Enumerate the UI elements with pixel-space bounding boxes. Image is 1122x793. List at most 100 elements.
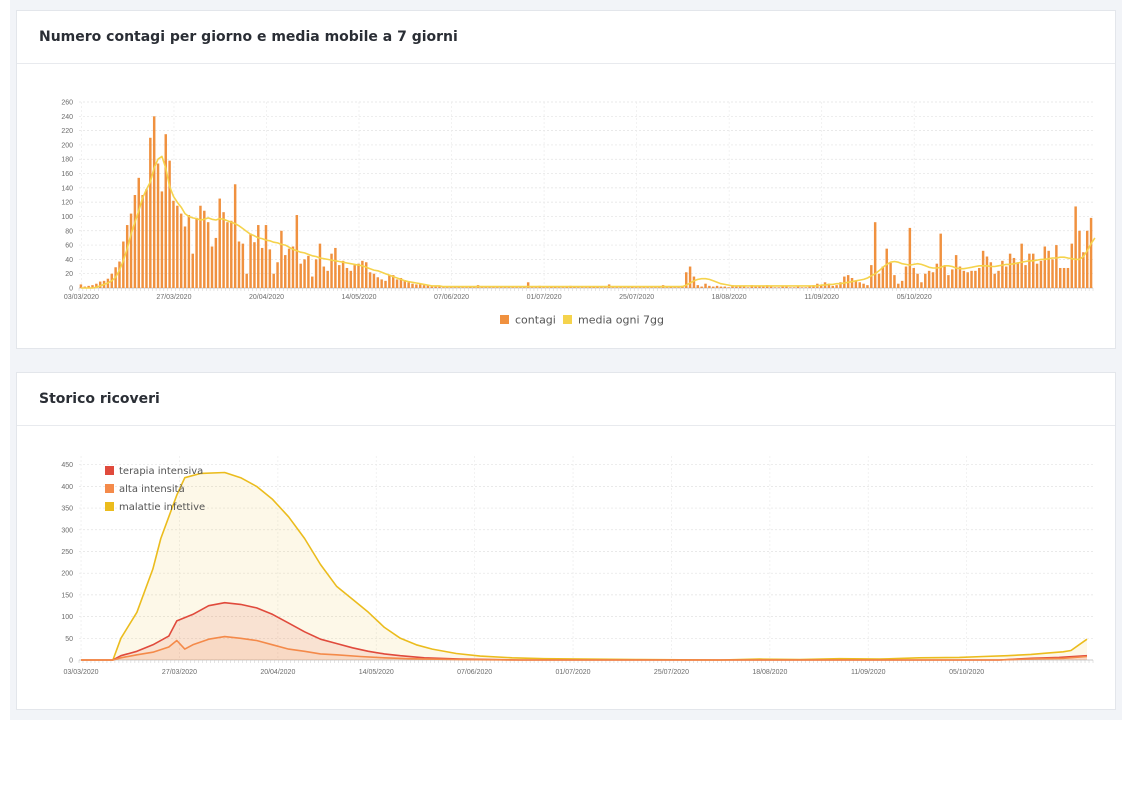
contagi-bar [692, 276, 696, 288]
x-tick-label: 27/03/2020 [156, 294, 191, 301]
contagi-bar [176, 205, 179, 288]
contagi-bar [507, 287, 511, 288]
contagi-bar [276, 262, 279, 288]
contagi-bar [349, 270, 353, 288]
contagi-bar [488, 287, 491, 288]
contagi-bar [284, 255, 287, 288]
x-tick-label: 03/03/2020 [64, 294, 99, 301]
y-tick-label: 80 [65, 228, 73, 235]
contagi-bar [727, 287, 730, 288]
contagi-bar [904, 266, 908, 288]
contagi-bar [338, 265, 341, 288]
contagi-bar [430, 286, 434, 288]
contagi-bar [927, 270, 931, 288]
contagi-bar [291, 246, 295, 288]
legend-swatch-media [563, 315, 572, 324]
contagi-bar [981, 250, 985, 288]
contagi-bar [210, 246, 214, 288]
contagi-bar [365, 262, 368, 288]
contagi-bar [137, 177, 140, 288]
contagi-bar [164, 134, 167, 288]
contagi-bar [79, 284, 83, 288]
contagi-bar [461, 287, 464, 288]
ricoveri-card-header: Storico ricoveri [17, 373, 1115, 426]
contagi-bar [125, 225, 129, 288]
contagi-bar [658, 287, 661, 288]
contagi-bar [129, 213, 133, 288]
contagi-bar [326, 270, 329, 288]
contagi-bar [665, 287, 669, 288]
contagi-bar [700, 286, 703, 288]
contagi-bar [511, 287, 514, 288]
contagi-bar [492, 287, 495, 288]
contagi-bar [472, 287, 476, 288]
y-tick-label: 60 [65, 243, 73, 250]
contagi-bar [611, 287, 615, 288]
terapia-intensiva-area [81, 602, 1087, 660]
contagi-bar [499, 287, 503, 288]
contagi-bar [866, 285, 869, 288]
contagi-bar [1058, 267, 1062, 288]
contagi-chart: 0 20 40 60 80 100 120 140 160 180 200 220 240 260 03/0… [61, 100, 1096, 327]
contagi-bar [1070, 243, 1074, 288]
contagi-bar [677, 287, 680, 288]
contagi-bar [943, 266, 946, 288]
contagi-bar [484, 287, 487, 288]
contagi-bar [561, 287, 565, 288]
contagi-bar [530, 287, 534, 288]
contagi-bar [361, 260, 364, 288]
contagi-bar [422, 285, 426, 288]
contagi-bar [754, 286, 757, 288]
x-tick-label: 05/10/2020 [949, 669, 984, 676]
contagi-bar [187, 215, 191, 288]
contagi-bar [951, 269, 954, 288]
contagi-bar [1012, 257, 1016, 288]
contagi-bar [141, 195, 144, 288]
contagi-bar [98, 281, 102, 288]
x-tick-label: 07/06/2020 [457, 669, 492, 676]
x-tick-label: 20/04/2020 [260, 669, 295, 676]
contagi-bar [719, 286, 723, 288]
contagi-bar [218, 198, 221, 288]
contagi-bar [935, 263, 939, 288]
y-tick-label: 220 [61, 128, 73, 135]
contagi-bar [835, 285, 838, 288]
contagi-bar [688, 266, 692, 288]
contagi-bar [268, 249, 272, 288]
contagi-bar [523, 287, 526, 288]
y-tick-label: 40 [65, 257, 73, 264]
malattie-infettive-line [81, 471, 1088, 661]
contagi-bar [831, 285, 834, 288]
contagi-bar [1082, 252, 1085, 288]
contagi-bar [877, 273, 881, 288]
contagi-bar [1016, 262, 1020, 288]
contagi-bar [445, 287, 449, 288]
contagi-bar [546, 287, 549, 288]
contagi-bar [827, 283, 831, 288]
contagi-bar [457, 287, 461, 288]
contagi-bar [322, 266, 326, 288]
y-tick-label: 120 [61, 200, 73, 207]
contagi-bar [1035, 263, 1039, 288]
contagi-bar [376, 277, 380, 288]
contagi-bar [299, 263, 302, 288]
contagi-bar [742, 286, 746, 288]
contagi-bar [199, 205, 202, 288]
contagi-bar [819, 285, 823, 288]
x-tick-label: 01/07/2020 [556, 669, 591, 676]
contagi-bar [762, 286, 765, 288]
y-tick-label: 20 [65, 271, 73, 278]
contagi-bar [237, 241, 241, 288]
contagi-bar [792, 287, 796, 288]
contagi-bar [1039, 260, 1043, 288]
legend-label-contagi: contagi [515, 314, 556, 327]
contagi-bar [557, 287, 561, 288]
contagi-bar [642, 287, 646, 288]
contagi-bar [893, 275, 896, 288]
contagi-bar [600, 287, 603, 288]
contagi-bar [735, 286, 738, 288]
y-tick-label: 150 [61, 592, 73, 599]
contagi-bar [534, 287, 538, 288]
contagi-bar [885, 248, 888, 288]
contagi-bar [746, 287, 750, 288]
